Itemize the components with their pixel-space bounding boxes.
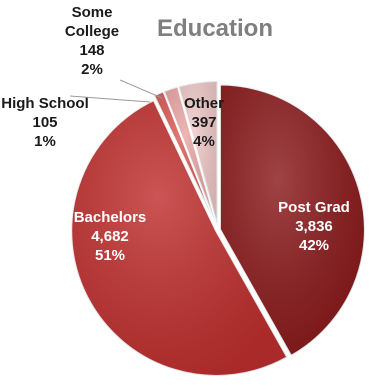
slice-label-some-college: Some College 148 2% bbox=[65, 4, 119, 78]
pie-slice-shading bbox=[163, 86, 217, 227]
pie-slices bbox=[70, 80, 366, 377]
leader-line bbox=[119, 79, 163, 99]
slice-label-bachelors: Bachelors 4,682 51% bbox=[74, 209, 147, 264]
pie-labels: Post Grad 3,836 42% Bachelors 4,682 51% High S… bbox=[1, 4, 350, 264]
slice-label-other: Other 397 4% bbox=[184, 95, 224, 150]
slice-label-post-grad: Post Grad 3,836 42% bbox=[278, 199, 350, 254]
pie-slice-shading bbox=[219, 84, 365, 356]
pie-slice-shading bbox=[71, 100, 288, 376]
leader-line bbox=[69, 95, 151, 103]
pie-slice-shading bbox=[153, 91, 217, 227]
pie-slice-shading bbox=[178, 81, 218, 227]
chart-title: Education bbox=[157, 15, 273, 42]
slice-label-high-school: High School 105 1% bbox=[1, 95, 89, 150]
